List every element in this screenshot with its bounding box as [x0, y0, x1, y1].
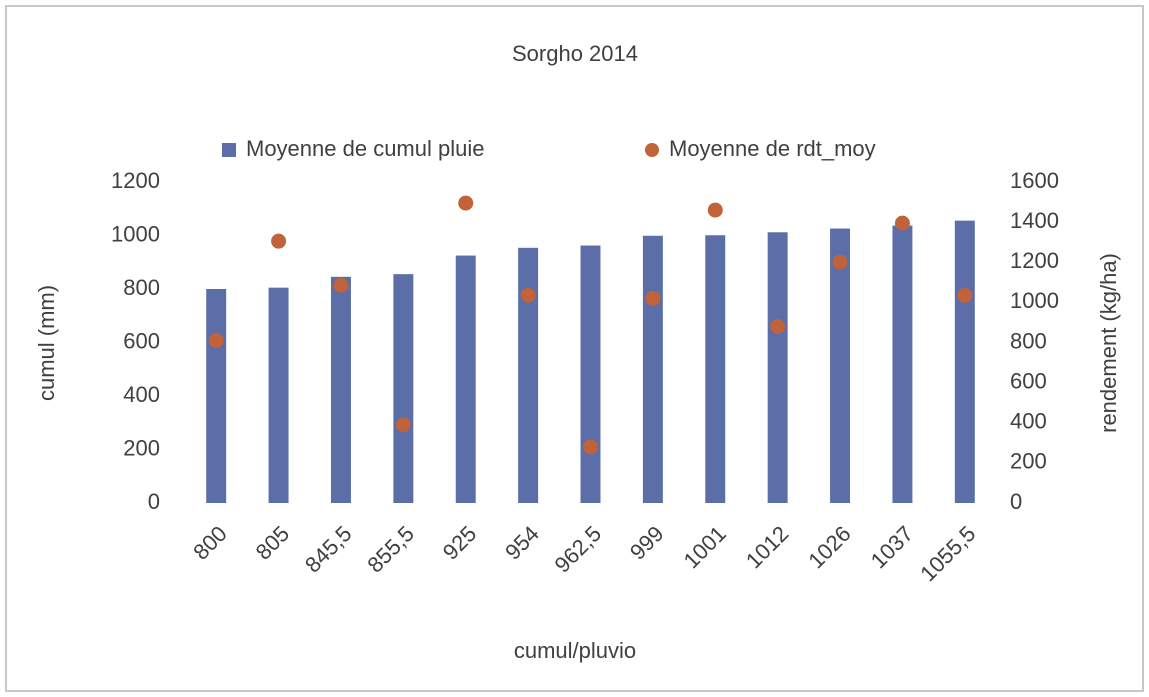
bar [206, 289, 227, 503]
y2-tick-label: 800 [1010, 328, 1047, 353]
bar [330, 276, 351, 503]
x-axis-title: cumul/pluvio [514, 638, 636, 663]
y2-tick-label: 1200 [1010, 248, 1059, 273]
point [333, 277, 349, 293]
point [894, 215, 910, 231]
bar [892, 225, 913, 504]
bar [954, 220, 975, 503]
y2-tick-label: 200 [1010, 449, 1047, 474]
legend-swatch [645, 143, 659, 157]
y-tick-label: 400 [123, 382, 160, 407]
point [707, 202, 723, 218]
bar [268, 287, 289, 503]
y-tick-label: 600 [123, 328, 160, 353]
y-tick-label: 800 [123, 275, 160, 300]
point [957, 287, 973, 303]
legend-label: Moyenne de rdt_moy [669, 136, 876, 161]
point [271, 233, 287, 249]
bar [767, 232, 788, 504]
bar [518, 247, 539, 503]
bar [830, 228, 851, 504]
legend-label: Moyenne de cumul pluie [246, 136, 484, 161]
y2-tick-label: 1400 [1010, 208, 1059, 233]
point [208, 332, 224, 348]
bar [642, 235, 663, 503]
point [395, 417, 411, 433]
point [458, 195, 474, 211]
y2-axis-title: rendement (kg/ha) [1096, 253, 1121, 433]
chart-title: Sorgho 2014 [512, 41, 638, 66]
bar [705, 235, 726, 504]
point [832, 254, 848, 270]
y-tick-label: 200 [123, 435, 160, 460]
y2-tick-label: 600 [1010, 368, 1047, 393]
bar [580, 245, 601, 503]
point [645, 290, 661, 306]
point [583, 439, 598, 455]
point [770, 318, 786, 334]
chart-border [5, 5, 1144, 692]
y2-tick-label: 400 [1010, 409, 1047, 434]
y2-tick-label: 0 [1010, 489, 1022, 514]
y2-tick-label: 1000 [1010, 288, 1059, 313]
bar [393, 274, 414, 503]
bar [455, 255, 476, 503]
y-axis-title: cumul (mm) [34, 285, 59, 401]
y2-tick-label: 1600 [1010, 168, 1059, 193]
y-tick-label: 0 [148, 489, 160, 514]
y-tick-label: 1200 [111, 168, 160, 193]
point [520, 287, 536, 303]
y-tick-label: 1000 [111, 221, 160, 246]
legend-swatch [222, 143, 236, 157]
